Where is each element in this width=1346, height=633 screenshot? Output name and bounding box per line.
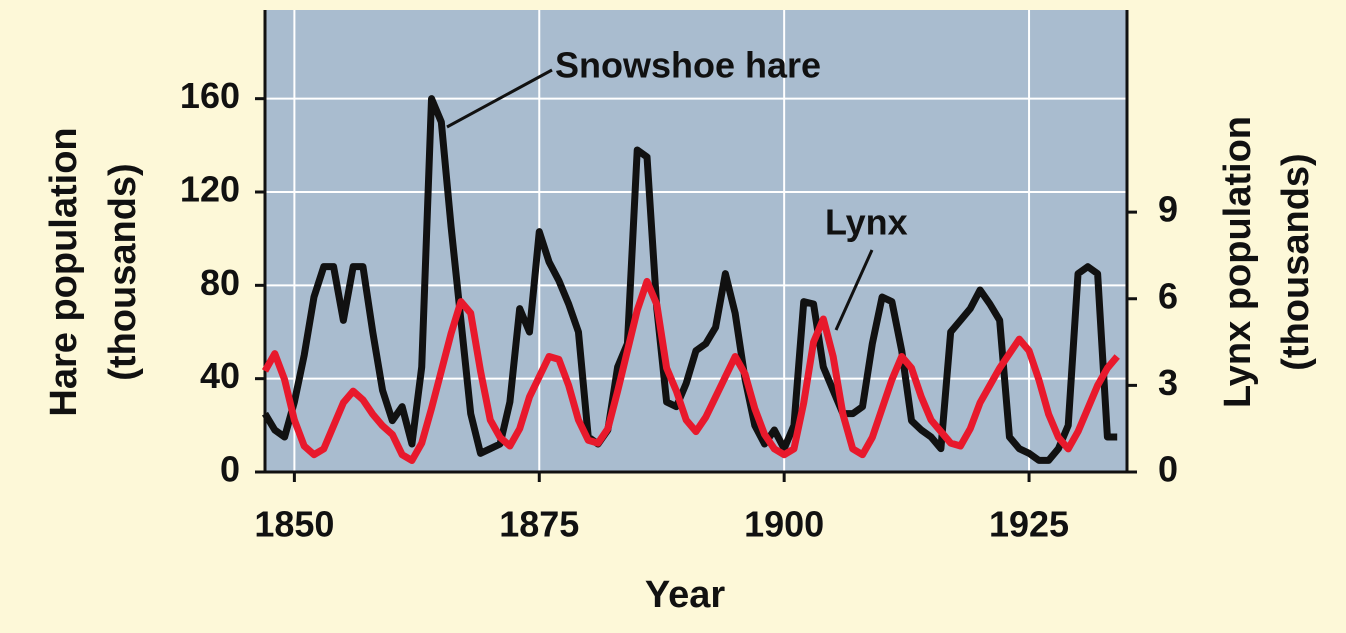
y2-tick-label: 3 [1158, 362, 1178, 403]
y2-axis-label: Lynx population [1217, 116, 1259, 408]
y-tick-label: 120 [180, 169, 240, 210]
series-label: Snowshoe hare [555, 45, 821, 86]
y2-axis-label: (thousands) [1275, 153, 1317, 370]
y-tick-label: 0 [220, 449, 240, 490]
leader-line [834, 249, 874, 331]
y-tick-label: 40 [200, 355, 240, 396]
x-tick-label: 1925 [989, 504, 1069, 545]
y-tick-label: 80 [200, 262, 240, 303]
y-axis-label: Hare population [43, 127, 85, 416]
series-label: Lynx [825, 202, 908, 243]
y2-tick-label: 6 [1158, 275, 1178, 316]
leader-line [446, 68, 553, 129]
y-tick-label: 160 [180, 75, 240, 116]
x-axis-label: Year [645, 574, 726, 616]
y2-tick-label: 0 [1158, 449, 1178, 490]
x-tick-label: 1875 [499, 504, 579, 545]
x-tick-label: 1900 [744, 504, 824, 545]
x-tick-label: 1850 [254, 504, 334, 545]
line-series [261, 95, 1118, 464]
y-axis-label: (thousands) [102, 163, 144, 380]
line-series [261, 277, 1120, 464]
y2-tick-label: 9 [1158, 189, 1178, 230]
